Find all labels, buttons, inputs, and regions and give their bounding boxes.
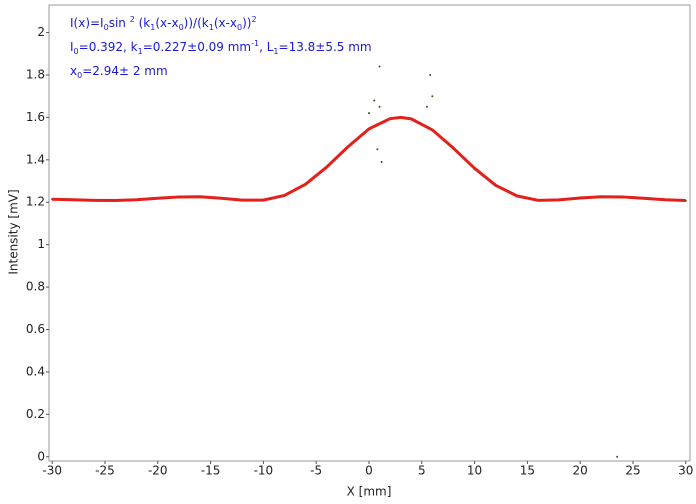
data-point xyxy=(367,112,370,115)
data-point xyxy=(380,160,383,163)
data-point xyxy=(431,95,434,98)
y-tick-label: 1.8 xyxy=(26,67,45,81)
annotation: x0=2.94± 2 mm xyxy=(70,64,168,80)
data-point xyxy=(376,148,379,151)
y-tick-label: 2 xyxy=(37,25,45,39)
x-tick-label: -15 xyxy=(201,464,221,478)
x-tick-label: -20 xyxy=(148,464,168,478)
x-tick-label: -10 xyxy=(254,464,274,478)
y-tick-label: 0.8 xyxy=(26,280,45,294)
x-tick-label: 0 xyxy=(365,464,373,478)
data-point xyxy=(373,99,376,102)
annotation-part: ))/(k xyxy=(184,16,209,30)
y-tick-label: 1.2 xyxy=(26,195,45,209)
data-point xyxy=(378,105,381,108)
annotation: I0=0.392, k1=0.227±0.09 mm-1, L1=13.8±5.… xyxy=(70,39,372,56)
annotation-part: =0.227±0.09 mm xyxy=(143,40,251,54)
annotation-part: x xyxy=(70,64,77,78)
annotation-part: )) xyxy=(242,16,251,30)
x-tick-label: 25 xyxy=(625,464,640,478)
annotation-part: -1 xyxy=(251,39,259,48)
annotation-part: (k xyxy=(135,16,150,30)
x-axis-label: X [mm] xyxy=(347,485,392,499)
annotation-part: 1 xyxy=(209,23,214,32)
annotation-part: 0 xyxy=(179,23,184,32)
x-tick-label: 10 xyxy=(467,464,482,478)
annotation-part: =0.392, k xyxy=(79,40,138,54)
x-tick-label: -5 xyxy=(310,464,322,478)
annotation-part: (x-x xyxy=(155,16,178,30)
x-tick-label: 30 xyxy=(678,464,693,478)
plot-frame xyxy=(48,4,691,462)
y-tick-label: 0.4 xyxy=(26,364,45,378)
annotation-part: 1 xyxy=(138,47,143,56)
annotation-part: 0 xyxy=(77,71,82,80)
annotation-part: 0 xyxy=(74,47,79,56)
x-tick-label: -25 xyxy=(95,464,115,478)
y-tick-label: 0 xyxy=(37,449,45,463)
y-tick-label: 1 xyxy=(37,237,45,251)
data-point xyxy=(616,455,619,458)
annotation-part: 2 xyxy=(130,15,135,24)
annotation-part: =13.8±5.5 mm xyxy=(279,40,372,54)
x-tick-label: 5 xyxy=(418,464,426,478)
data-point xyxy=(378,65,381,68)
y-tick-label: 0.2 xyxy=(26,407,45,421)
annotation: I(x)=I0sin 2 (k1(x-x0))/(k1(x-x0))2 xyxy=(70,15,257,32)
data-point xyxy=(429,73,432,76)
y-tick-label: 1.6 xyxy=(26,110,45,124)
annotation-part: sin xyxy=(109,16,130,30)
fit-line xyxy=(52,115,686,203)
annotation-part: , L xyxy=(259,40,274,54)
annotation-part: 0 xyxy=(237,23,242,32)
annotation-part: I(x)=I xyxy=(70,16,104,30)
y-tick-label: 1.4 xyxy=(26,152,45,166)
x-tick-label: 20 xyxy=(573,464,588,478)
annotation-part: 1 xyxy=(273,47,278,56)
annotation-part: I xyxy=(70,40,74,54)
annotation-part: 0 xyxy=(104,23,109,32)
data-point xyxy=(426,105,429,108)
annotation-part: =2.94± 2 mm xyxy=(82,64,167,78)
annotation-part: (x-x xyxy=(214,16,237,30)
y-tick-label: 0.6 xyxy=(26,322,45,336)
y-axis-label: Intensity [mV] xyxy=(7,189,21,274)
annotation-part: 1 xyxy=(150,23,155,32)
x-tick-label: 15 xyxy=(520,464,535,478)
x-tick-label: -30 xyxy=(42,464,62,478)
annotation-part: 2 xyxy=(252,15,257,24)
